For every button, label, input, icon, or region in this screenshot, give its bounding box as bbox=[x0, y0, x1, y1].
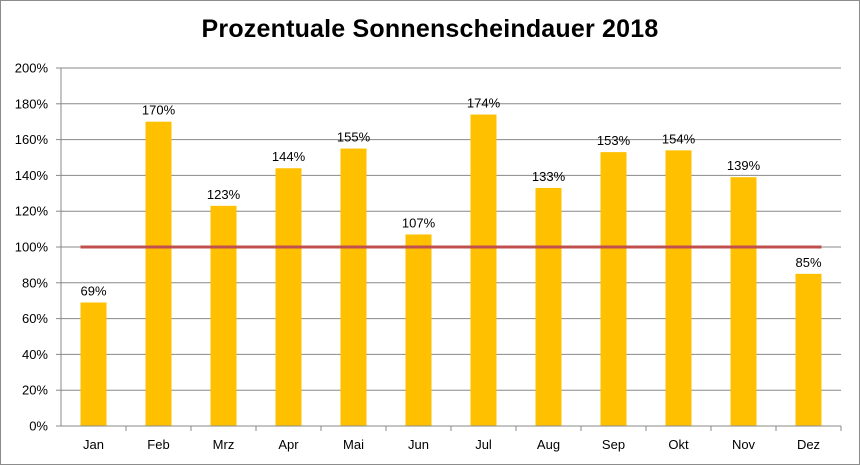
y-tick-label: 20% bbox=[22, 383, 48, 398]
bar-sep bbox=[600, 152, 627, 426]
x-tick-label: Sep bbox=[602, 437, 625, 452]
x-tick-label: Dez bbox=[797, 437, 820, 452]
x-tick-label: Feb bbox=[147, 437, 169, 452]
bar-jan bbox=[80, 302, 107, 426]
x-tick-label: Okt bbox=[668, 437, 689, 452]
y-tick-label: 100% bbox=[15, 240, 49, 255]
data-label: 123% bbox=[207, 187, 241, 202]
y-tick-label: 60% bbox=[22, 311, 48, 326]
bar-mrz bbox=[210, 205, 237, 426]
chart-title: Prozentuale Sonnenscheindauer 2018 bbox=[201, 15, 659, 43]
data-label: 154% bbox=[662, 131, 696, 146]
data-label: 153% bbox=[597, 133, 631, 148]
y-tick-label: 80% bbox=[22, 275, 48, 290]
bar-aug bbox=[535, 187, 562, 426]
y-tick-label: 140% bbox=[15, 168, 49, 183]
y-tick-label: 40% bbox=[22, 347, 48, 362]
data-label: 170% bbox=[142, 103, 176, 118]
y-tick-label: 180% bbox=[15, 96, 49, 111]
data-label: 139% bbox=[727, 158, 761, 173]
data-label: 133% bbox=[532, 169, 566, 184]
bar-mai bbox=[340, 148, 367, 427]
x-tick-label: Nov bbox=[732, 437, 756, 452]
x-tick-label: Mrz bbox=[213, 437, 235, 452]
x-tick-label: Jan bbox=[83, 437, 104, 452]
x-tick-label: Aug bbox=[537, 437, 560, 452]
data-label: 144% bbox=[272, 149, 306, 164]
x-tick-label: Jul bbox=[475, 437, 492, 452]
data-label: 107% bbox=[402, 215, 436, 230]
bar-okt bbox=[665, 150, 692, 426]
bar-dez bbox=[795, 273, 822, 426]
y-tick-label: 120% bbox=[15, 204, 49, 219]
y-tick-label: 0% bbox=[29, 419, 48, 434]
x-tick-label: Apr bbox=[278, 437, 299, 452]
data-label: 174% bbox=[467, 96, 501, 111]
data-label: 155% bbox=[337, 130, 371, 145]
bar-feb bbox=[145, 121, 172, 426]
bar-jun bbox=[405, 234, 432, 426]
y-tick-label: 200% bbox=[15, 61, 49, 76]
x-tick-label: Mai bbox=[343, 437, 364, 452]
bar-nov bbox=[730, 177, 757, 426]
bar-jul bbox=[470, 114, 497, 426]
x-tick-label: Jun bbox=[408, 437, 429, 452]
bar-apr bbox=[275, 168, 302, 427]
y-tick-label: 160% bbox=[15, 132, 49, 147]
data-label: 69% bbox=[80, 283, 106, 298]
data-label: 85% bbox=[795, 255, 821, 270]
